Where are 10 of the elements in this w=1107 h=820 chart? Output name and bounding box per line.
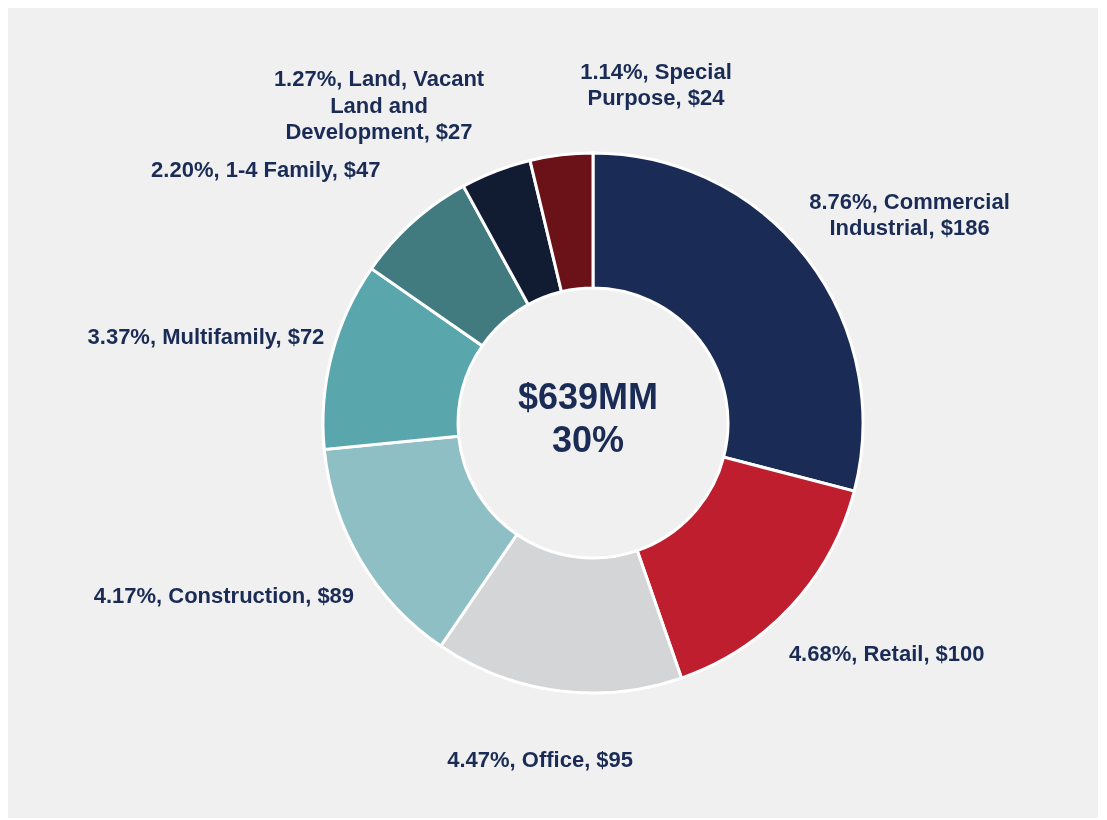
slice-label: 8.76%, Commercial Industrial, $186: [808, 188, 1011, 242]
text: 30%: [551, 418, 625, 462]
slice-label: 1.14%, Special Purpose, $24: [579, 58, 733, 112]
slice-label: 3.37%, Multifamily, $72: [87, 323, 325, 351]
slice-label: 4.17%, Construction, $89: [93, 583, 355, 610]
slice-label: 4.47%, Office, $95: [447, 746, 634, 774]
slice-label: 2.20%, 1-4 Family, $47: [151, 156, 381, 184]
slice-label: 4.68%, Retail, $100: [788, 640, 985, 667]
slice-label: 1.27%, Land, Vacant Land and Development, $27: [272, 66, 486, 146]
text: $639MM: [517, 374, 659, 418]
